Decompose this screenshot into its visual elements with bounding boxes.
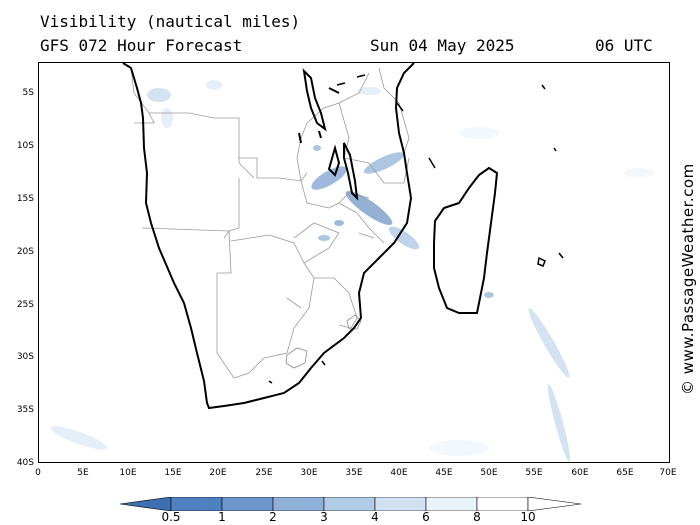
- legend-label: 4: [371, 510, 379, 524]
- lon-label: 40E: [390, 468, 408, 478]
- lon-label: 0: [35, 468, 41, 478]
- forecast-date: Sun 04 May 2025: [370, 36, 515, 55]
- legend-label: 6: [422, 510, 430, 524]
- map-canvas: [50, 63, 654, 462]
- map-title: Visibility (nautical miles): [40, 12, 301, 31]
- legend-swatch: [323, 497, 376, 511]
- credit-text: © www.PassageWeather.com: [679, 163, 697, 395]
- legend-label: 2: [269, 510, 277, 524]
- lon-label: 10E: [119, 468, 137, 478]
- lon-label: 45E: [435, 468, 453, 478]
- legend-swatch: [425, 497, 478, 511]
- lon-label: 15E: [164, 468, 182, 478]
- legend-swatch: [170, 497, 223, 511]
- country-borders: [130, 67, 410, 379]
- forecast-run-time: 06 UTC: [595, 36, 653, 55]
- legend-swatch: [221, 497, 274, 511]
- legend-swatch: [272, 497, 325, 511]
- legend-swatch: [527, 497, 582, 511]
- lat-label: 35S: [16, 405, 34, 415]
- lon-label: 5E: [77, 468, 89, 478]
- visibility-map: [38, 62, 670, 463]
- legend-swatch: [374, 497, 427, 511]
- lon-label: 50E: [480, 468, 498, 478]
- legend-label: 8: [473, 510, 481, 524]
- forecast-subtitle: GFS 072 Hour Forecast: [40, 36, 243, 55]
- legend-label: 1: [218, 510, 226, 524]
- lat-label: 20S: [16, 247, 34, 257]
- legend-swatch: [476, 497, 529, 511]
- lat-label: 10S: [16, 141, 34, 151]
- lon-label: 60E: [571, 468, 589, 478]
- enclave-borders: [285, 314, 362, 369]
- lat-label: 25S: [16, 300, 34, 310]
- lon-label: 35E: [345, 468, 363, 478]
- legend-swatch: [120, 497, 172, 511]
- lat-label: 5S: [22, 88, 34, 98]
- lat-label: 30S: [16, 352, 34, 362]
- lat-label: 40S: [16, 458, 34, 468]
- visibility-legend: [120, 497, 582, 511]
- coastlines: [122, 63, 564, 410]
- legend-label: 3: [320, 510, 328, 524]
- legend-label: 10: [520, 510, 536, 524]
- lon-label: 25E: [255, 468, 273, 478]
- lon-label: 70E: [659, 468, 677, 478]
- lon-label: 30E: [300, 468, 318, 478]
- lon-label: 55E: [525, 468, 543, 478]
- visibility-shading: [50, 80, 654, 462]
- lat-label: 15S: [16, 194, 34, 204]
- lon-label: 20E: [209, 468, 227, 478]
- lon-label: 65E: [616, 468, 634, 478]
- legend-label: 0.5: [161, 510, 181, 524]
